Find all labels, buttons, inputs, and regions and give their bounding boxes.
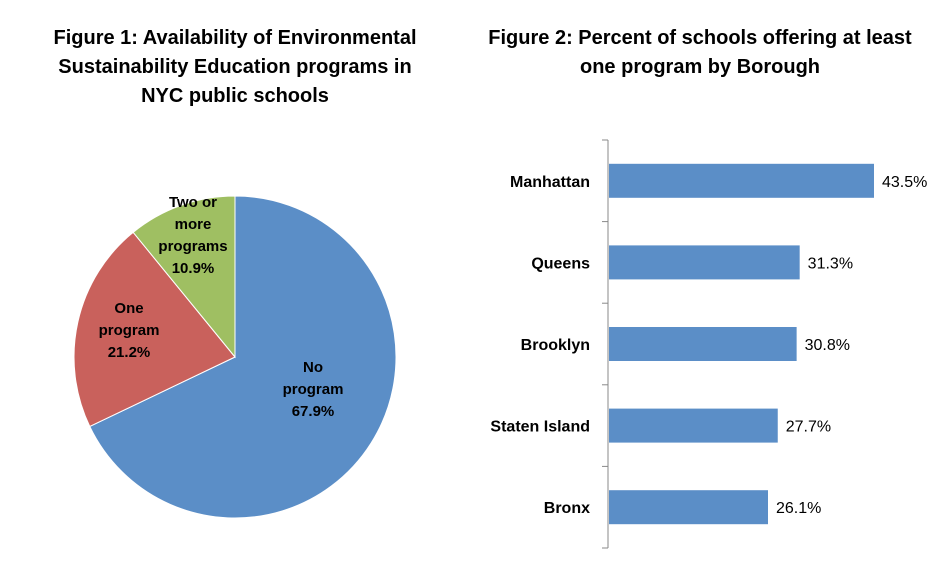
bar-value-label: 30.8% [805,337,850,354]
category-label: Brooklyn [521,337,590,354]
bar-value-label: 27.7% [786,419,831,436]
bar [609,408,778,443]
pie-slice [73,231,236,428]
category-label: Manhattan [510,174,590,191]
category-label: Queens [531,255,590,272]
bar [609,327,797,361]
bar [609,163,874,198]
bar [609,490,768,525]
category-label: Bronx [544,500,590,517]
pie-slice [89,195,397,519]
pie-slice-label: One program 21.2% [99,300,160,361]
pie-slice-label: Two or more programs 10.9% [158,194,227,277]
category-label: Staten Island [490,419,590,436]
figure-2-title: Figure 2: Percent of schools offering at… [488,27,912,78]
bar-value-label: 43.5% [882,174,927,191]
bar-value-label: 26.1% [776,500,821,517]
bar [609,245,800,280]
pie-slice-label: No program 67.9% [283,359,344,420]
figure-1-title: Figure 1: Availability of Environmental … [53,27,417,107]
pie-slice [132,195,236,359]
bar-value-label: 31.3% [808,255,853,272]
